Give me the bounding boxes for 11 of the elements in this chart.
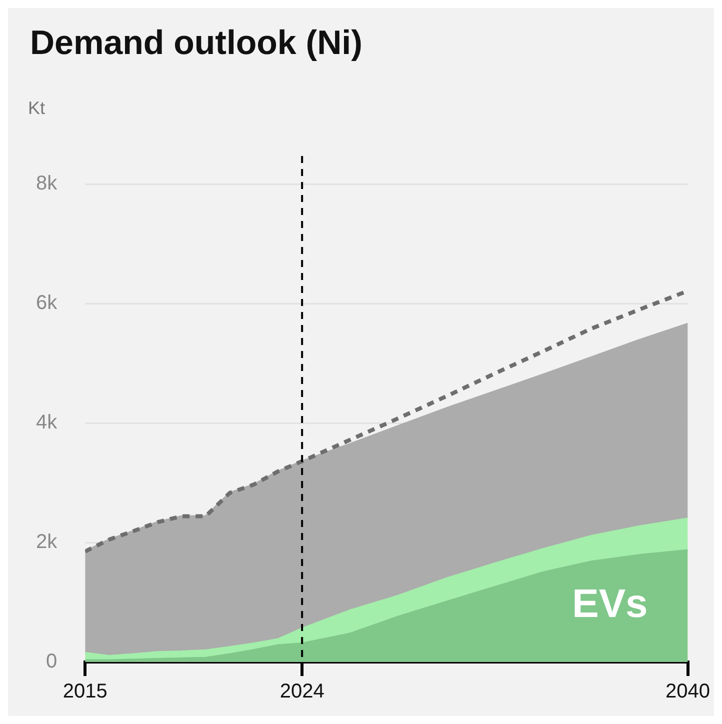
- y-tick-label: 2k: [36, 531, 58, 554]
- y-axis-title: Kt: [28, 98, 46, 118]
- y-tick-label: 4k: [36, 412, 58, 434]
- series-label: EVs: [572, 582, 648, 626]
- y-tick-label: 0: [46, 650, 58, 673]
- x-tick-label: 2015: [62, 680, 108, 703]
- x-tick-label: 2040: [666, 680, 710, 703]
- chart-title: Demand outlook (Ni): [30, 24, 362, 63]
- y-tick-label: 6k: [36, 292, 58, 314]
- x-tick-label: 2024: [280, 680, 324, 703]
- y-tick-label: 8k: [36, 172, 58, 195]
